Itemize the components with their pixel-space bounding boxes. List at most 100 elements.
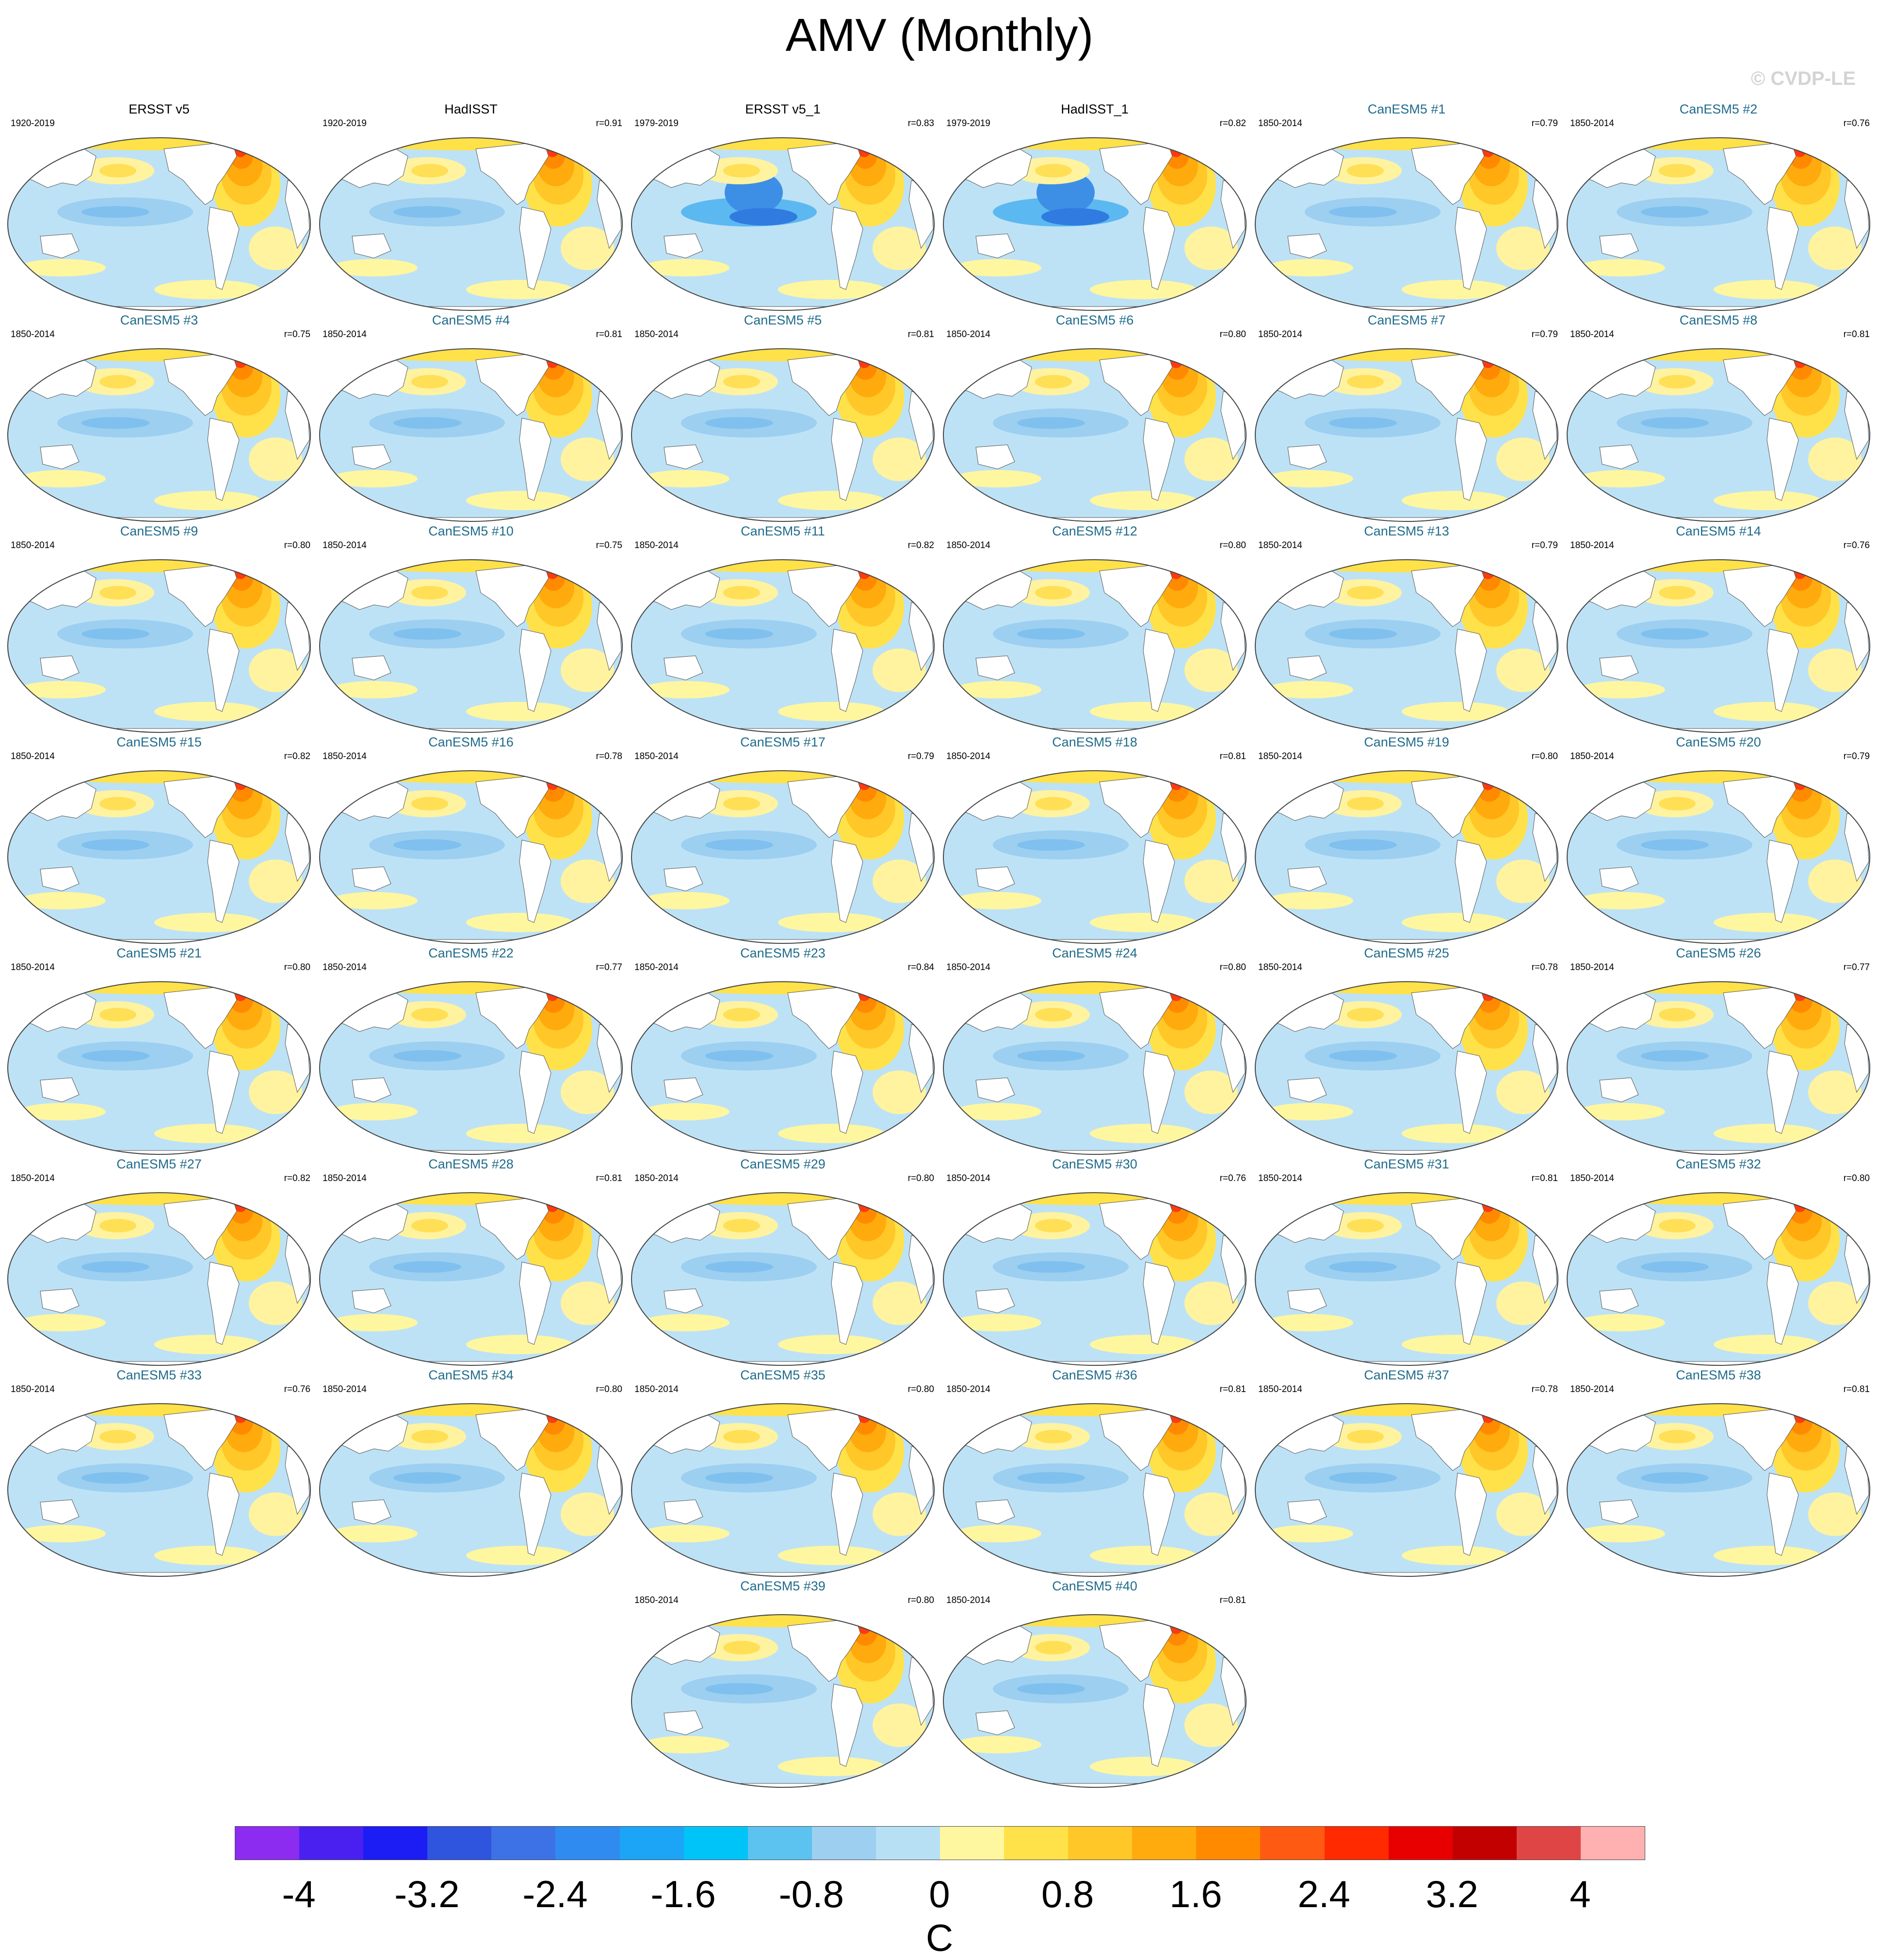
panel-period: 1850-2014: [323, 751, 367, 761]
panel-correlation: r=0.79: [1531, 540, 1558, 551]
panel-title: CanESM5 #8: [1679, 313, 1758, 327]
panel-correlation: r=0.78: [596, 751, 622, 761]
panel-title: CanESM5 #38: [1676, 1368, 1761, 1382]
watermark: © CVDP-LE: [1750, 68, 1856, 89]
world-map: [943, 770, 1247, 944]
panel-correlation: r=0.79: [1531, 329, 1558, 340]
panel-title: HadISST: [444, 102, 498, 116]
panel-period: 1920-2019: [11, 118, 55, 129]
panel-period: 1850-2014: [946, 1384, 990, 1394]
map-panel: CanESM5 #7 1850-2014 r=0.79: [1251, 313, 1562, 522]
panel-correlation: r=0.80: [1219, 962, 1246, 972]
panel-period: 1850-2014: [1570, 329, 1614, 340]
panel-period: 1850-2014: [1258, 540, 1302, 551]
map-panel: CanESM5 #5 1850-2014 r=0.81: [628, 313, 938, 522]
panel-title: CanESM5 #15: [116, 735, 202, 749]
panel-period: 1850-2014: [946, 329, 990, 340]
panel-period: 1850-2014: [946, 1173, 990, 1183]
map-panel: CanESM5 #33 1850-2014 r=0.76: [4, 1368, 314, 1577]
panel-correlation: r=0.81: [596, 1173, 622, 1183]
panel-period: 1979-2019: [946, 118, 990, 129]
world-map: [631, 348, 935, 522]
panel-period: 1850-2014: [11, 751, 55, 761]
world-map: [1255, 559, 1558, 733]
panel-title: CanESM5 #30: [1052, 1157, 1137, 1171]
colorbar-swatch: [875, 1827, 940, 1860]
map-panel: CanESM5 #20 1850-2014 r=0.79: [1563, 735, 1874, 944]
panel-correlation: r=0.80: [284, 540, 310, 551]
colorbar-tick-label: -3.2: [394, 1873, 460, 1915]
panel-period: 1850-2014: [11, 329, 55, 340]
panel-title: CanESM5 #7: [1367, 313, 1446, 327]
panel-correlation: r=0.78: [1531, 962, 1558, 972]
panel-correlation: r=0.79: [907, 751, 934, 761]
world-map: [1255, 1403, 1558, 1577]
panel-period: 1850-2014: [1258, 329, 1302, 340]
world-map: [7, 348, 311, 522]
map-panel: CanESM5 #35 1850-2014 r=0.80: [628, 1368, 938, 1577]
panel-correlation: r=0.76: [1219, 1173, 1246, 1183]
panel-correlation: r=0.82: [1219, 118, 1246, 129]
panel-title: CanESM5 #6: [1055, 313, 1134, 327]
world-map: [943, 981, 1247, 1155]
map-panel: CanESM5 #6 1850-2014 r=0.80: [940, 313, 1250, 522]
panel-period: 1850-2014: [323, 540, 367, 551]
panel-correlation: r=0.80: [1843, 1173, 1870, 1183]
map-panel: CanESM5 #22 1850-2014 r=0.77: [316, 946, 626, 1155]
colorbar-swatch: [235, 1827, 300, 1860]
panel-period: 1850-2014: [1258, 962, 1302, 972]
panel-title: CanESM5 #17: [740, 735, 826, 749]
world-map: [7, 981, 311, 1155]
panel-period: 1850-2014: [1258, 118, 1302, 129]
figure-title: AMV (Monthly): [785, 9, 1094, 61]
panel-title: CanESM5 #19: [1364, 735, 1449, 749]
colorbar-swatch: [1260, 1827, 1325, 1860]
panel-period: 1850-2014: [323, 962, 367, 972]
colorbar-tick-label: -4: [282, 1873, 316, 1915]
world-map: [1567, 981, 1870, 1155]
colorbar-swatch: [811, 1827, 876, 1860]
world-map: [1255, 981, 1558, 1155]
panel-correlation: r=0.81: [907, 329, 934, 340]
map-panel: CanESM5 #1 1850-2014 r=0.79: [1251, 102, 1562, 311]
panel-correlation: r=0.81: [1843, 1384, 1870, 1394]
world-map: [631, 770, 935, 944]
map-panel: ERSST v5 1920-2019: [4, 102, 314, 311]
panel-title: CanESM5 #31: [1364, 1157, 1449, 1171]
panel-correlation: r=0.82: [284, 1173, 310, 1183]
colorbar-tick-label: 1.6: [1169, 1873, 1222, 1915]
map-panel: CanESM5 #10 1850-2014 r=0.75: [316, 524, 626, 733]
world-map: [631, 137, 935, 311]
map-panel: CanESM5 #40 1850-2014 r=0.81: [940, 1579, 1250, 1788]
panel-title: CanESM5 #24: [1052, 946, 1137, 960]
world-map: [943, 1403, 1247, 1577]
world-map: [319, 770, 623, 944]
panel-period: 1850-2014: [946, 962, 990, 972]
colorbar-swatch: [683, 1827, 748, 1860]
colorbar: [235, 1826, 1645, 1860]
panel-title: CanESM5 #9: [120, 524, 198, 538]
panel-title: CanESM5 #4: [432, 313, 510, 327]
panel-correlation: r=0.78: [1531, 1384, 1558, 1394]
map-panel: CanESM5 #28 1850-2014 r=0.81: [316, 1157, 626, 1366]
panel-period: 1850-2014: [323, 1173, 367, 1183]
map-panel: CanESM5 #4 1850-2014 r=0.81: [316, 313, 626, 522]
map-panel: CanESM5 #24 1850-2014 r=0.80: [940, 946, 1250, 1155]
colorbar-swatch: [619, 1827, 684, 1860]
map-panel: HadISST_1 1979-2019 r=0.82: [940, 102, 1250, 311]
panel-title: CanESM5 #22: [428, 946, 514, 960]
panel-title: CanESM5 #11: [741, 524, 825, 538]
panel-period: 1850-2014: [946, 751, 990, 761]
panel-correlation: r=0.75: [284, 329, 310, 340]
map-panel: CanESM5 #34 1850-2014 r=0.80: [316, 1368, 626, 1577]
panel-period: 1850-2014: [11, 962, 55, 972]
world-map: [7, 559, 311, 733]
map-panel: CanESM5 #23 1850-2014 r=0.84: [628, 946, 938, 1155]
panel-correlation: r=0.79: [1531, 118, 1558, 129]
panel-title: CanESM5 #21: [116, 946, 202, 960]
panel-correlation: r=0.77: [1843, 962, 1870, 972]
map-panel: CanESM5 #2 1850-2014 r=0.76: [1563, 102, 1874, 311]
panel-title: CanESM5 #27: [116, 1157, 202, 1171]
panel-title: CanESM5 #16: [428, 735, 514, 749]
panel-title: ERSST v5: [129, 102, 190, 116]
